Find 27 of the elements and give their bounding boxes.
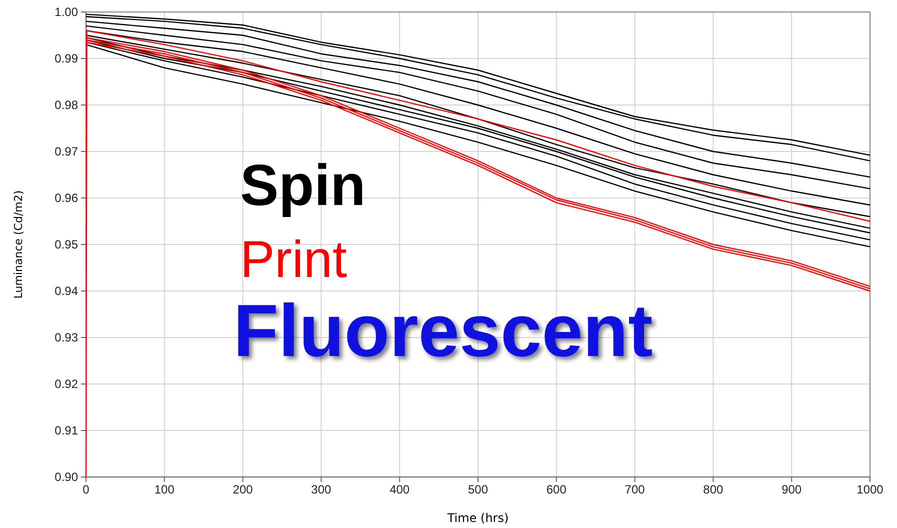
y-tick-label: 0.95 [54, 237, 78, 252]
x-tick-label: 200 [232, 482, 254, 497]
y-tick-label: 0.94 [54, 284, 78, 298]
x-tick-label: 400 [390, 482, 410, 497]
series-label: Spin [240, 153, 366, 218]
y-axis-title: Luminance (Cd/m2) [12, 190, 25, 299]
x-axis-title: Time (hrs) [446, 511, 509, 525]
y-tick-label: 0.96 [54, 190, 78, 205]
x-tick-label: 700 [624, 482, 646, 497]
y-tick-label: 0.92 [54, 376, 78, 391]
x-tick-label: 600 [546, 482, 567, 497]
y-tick-label: 0.97 [54, 144, 78, 158]
y-tick-label: 0.91 [54, 423, 78, 438]
text: Print [240, 231, 348, 289]
y-tick-label: 0.99 [54, 51, 78, 66]
text: Fluorescent [233, 289, 653, 372]
y-tick-label: 0.93 [54, 330, 78, 344]
y-tick-label: 0.98 [54, 98, 78, 112]
x-tick-label: 300 [311, 482, 332, 497]
x-tick-label: 1000 [856, 482, 884, 497]
x-tick-label: 500 [468, 482, 488, 497]
x-tick-label: 0 [82, 482, 90, 497]
y-tick-label: 1.00 [54, 4, 78, 19]
x-tick-label: 100 [154, 482, 175, 497]
x-tick-label: 800 [703, 482, 724, 497]
x-tick-label: 900 [782, 482, 802, 497]
y-tick-label: 0.90 [54, 470, 78, 484]
